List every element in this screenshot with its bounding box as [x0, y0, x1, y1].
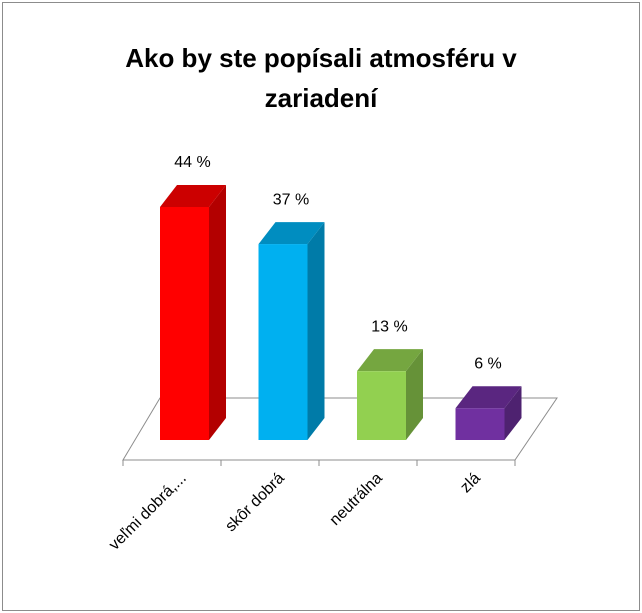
bar [455, 408, 505, 440]
bar-top [357, 349, 423, 372]
bar [160, 207, 209, 440]
data-label: 6 % [474, 355, 502, 372]
bar-side [504, 386, 522, 440]
floor [122, 397, 558, 461]
bar-side [406, 349, 423, 440]
bar-side [307, 222, 325, 440]
bar-top [455, 386, 522, 409]
bar-top [258, 222, 325, 245]
chart-title: Ako by ste popísali atmosféru v zariaden… [125, 43, 517, 113]
bar-side [209, 185, 226, 440]
data-label: 13 % [371, 318, 407, 335]
data-label: 44 % [174, 154, 210, 171]
bar-top [160, 185, 226, 207]
data-label: 37 % [273, 191, 309, 208]
bar [258, 244, 308, 440]
bar [357, 371, 406, 440]
